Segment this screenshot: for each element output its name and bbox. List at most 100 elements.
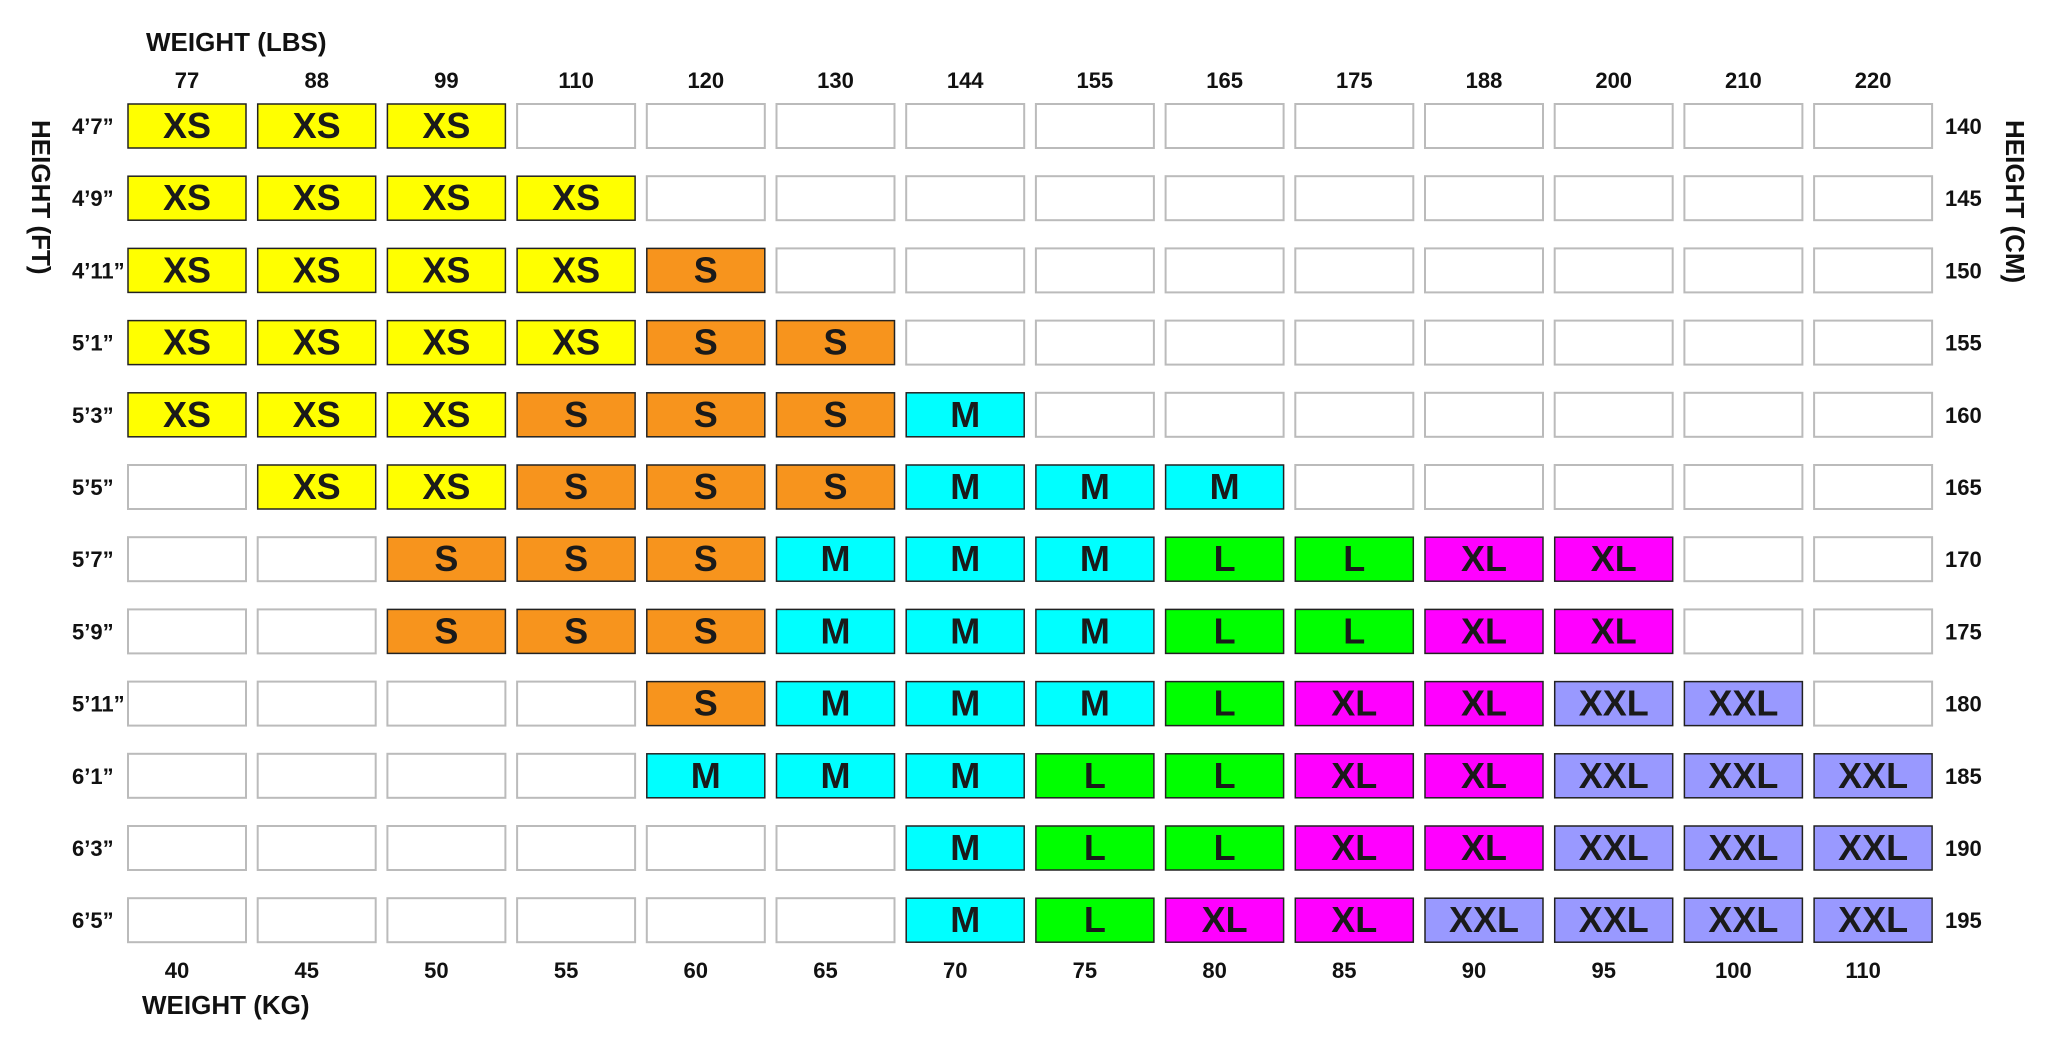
size-cell-xs: XS bbox=[256, 103, 377, 149]
size-cell-xs: XS bbox=[386, 392, 507, 438]
empty-cell bbox=[1553, 464, 1674, 510]
empty-cell bbox=[1164, 247, 1285, 294]
weight-lbs-ticks: 77 88 99 110 120 130 144 155 165 175 188 200 210 220 bbox=[175, 68, 1892, 93]
empty-cell bbox=[516, 752, 637, 799]
size-label: XS bbox=[163, 177, 211, 218]
size-label: XS bbox=[422, 322, 470, 363]
empty-cell bbox=[386, 752, 507, 799]
size-cell-fill bbox=[646, 392, 766, 438]
weight-kg-tick: 80 bbox=[1202, 958, 1226, 983]
size-cell-xs: XS bbox=[386, 103, 507, 149]
size-cell-fill bbox=[1553, 536, 1674, 582]
size-cell-fill bbox=[905, 608, 1025, 655]
empty-cell-box bbox=[1813, 536, 1934, 583]
size-label: L bbox=[1343, 610, 1365, 651]
height-ft-tick: 6’5” bbox=[72, 908, 114, 933]
size-cell-fill bbox=[386, 247, 507, 294]
empty-cell-box bbox=[1683, 536, 1804, 583]
size-label: XS bbox=[422, 394, 470, 435]
size-label: XL bbox=[1461, 827, 1507, 868]
size-cell-fill bbox=[1683, 897, 1804, 943]
size-cell-xl: XL bbox=[1553, 536, 1674, 582]
weight-kg-tick: 75 bbox=[1073, 958, 1097, 983]
empty-cell bbox=[127, 680, 247, 727]
empty-cell-box bbox=[1553, 247, 1674, 294]
size-label: M bbox=[1080, 466, 1110, 507]
size-label: XL bbox=[1461, 683, 1507, 724]
empty-cell-box bbox=[905, 103, 1026, 149]
size-cell-fill bbox=[646, 753, 766, 799]
size-cell-xxl: XXL bbox=[1553, 897, 1674, 943]
size-cell-fill bbox=[1553, 753, 1674, 799]
size-cell-xl: XL bbox=[1424, 536, 1544, 582]
weight-kg-tick: 70 bbox=[943, 958, 967, 983]
empty-cell-box bbox=[645, 897, 766, 944]
size-label: M bbox=[950, 538, 980, 579]
size-cell-s: S bbox=[386, 608, 507, 655]
size-cell-fill bbox=[516, 319, 636, 366]
empty-cell-box bbox=[1294, 247, 1415, 294]
empty-cell-box bbox=[256, 608, 377, 655]
size-label: M bbox=[950, 827, 980, 868]
empty-cell bbox=[775, 897, 896, 944]
empty-cell bbox=[645, 897, 766, 944]
weight-lbs-tick: 200 bbox=[1595, 68, 1632, 93]
size-label: M bbox=[1080, 683, 1110, 724]
weight-lbs-tick: 155 bbox=[1077, 68, 1114, 93]
size-cell-fill bbox=[1424, 536, 1544, 582]
empty-cell bbox=[905, 175, 1026, 222]
size-cell-l: L bbox=[1035, 897, 1155, 943]
empty-cell-box bbox=[1034, 391, 1155, 438]
size-cell-fill bbox=[516, 247, 636, 294]
size-cell-xxl: XXL bbox=[1813, 897, 1933, 943]
size-cell-xxl: XXL bbox=[1683, 825, 1804, 871]
size-label: XXL bbox=[1838, 899, 1908, 940]
weight-kg-ticks: 40 45 50 55 60 65 70 75 80 85 90 95 100 110 bbox=[165, 958, 1881, 983]
size-label: XXL bbox=[1579, 827, 1649, 868]
empty-cell bbox=[1424, 319, 1544, 366]
height-cm-tick: 190 bbox=[1945, 836, 1982, 861]
weight-lbs-tick: 220 bbox=[1855, 68, 1892, 93]
size-label: M bbox=[950, 899, 980, 940]
empty-cell-box bbox=[1424, 103, 1544, 149]
empty-cell bbox=[1683, 175, 1804, 222]
empty-cell-box bbox=[1683, 391, 1804, 438]
weight-lbs-tick: 165 bbox=[1206, 68, 1243, 93]
empty-cell-box bbox=[1034, 175, 1155, 222]
height-cm-tick: 150 bbox=[1945, 258, 1982, 283]
size-label: L bbox=[1343, 538, 1365, 579]
size-label: S bbox=[694, 322, 718, 363]
size-cell-fill bbox=[516, 536, 636, 582]
size-cell-fill bbox=[1164, 753, 1285, 799]
empty-cell-box bbox=[1813, 103, 1934, 149]
size-cell-xs: XS bbox=[256, 247, 377, 294]
empty-cell-box bbox=[1424, 175, 1544, 222]
size-cell-m: M bbox=[1035, 464, 1155, 510]
empty-cell bbox=[1813, 608, 1934, 655]
empty-cell-box bbox=[1813, 175, 1934, 222]
size-cell-m: M bbox=[905, 392, 1025, 438]
size-cell-fill bbox=[646, 680, 766, 727]
empty-cell-box bbox=[256, 680, 377, 727]
size-label: M bbox=[950, 610, 980, 651]
size-cell-l: L bbox=[1294, 608, 1415, 655]
empty-cell bbox=[1683, 608, 1804, 655]
size-label: XL bbox=[1461, 755, 1507, 796]
empty-cell bbox=[1164, 391, 1285, 438]
empty-cell bbox=[775, 103, 896, 149]
empty-cell bbox=[905, 103, 1026, 149]
size-cell-s: S bbox=[516, 464, 636, 510]
size-cell-s: S bbox=[516, 536, 636, 582]
empty-cell bbox=[775, 247, 896, 294]
size-label: S bbox=[694, 249, 718, 290]
empty-cell-box bbox=[645, 175, 766, 222]
size-cell-fill bbox=[1294, 897, 1415, 943]
size-cell-fill bbox=[1424, 680, 1544, 727]
empty-cell-box bbox=[1034, 319, 1155, 366]
empty-cell bbox=[386, 825, 507, 871]
size-cell-fill bbox=[1553, 608, 1674, 655]
size-cell-l: L bbox=[1164, 825, 1285, 871]
size-label: S bbox=[823, 322, 847, 363]
empty-cell-box bbox=[1553, 175, 1674, 222]
height-ft-tick: 5’11” bbox=[72, 692, 125, 717]
